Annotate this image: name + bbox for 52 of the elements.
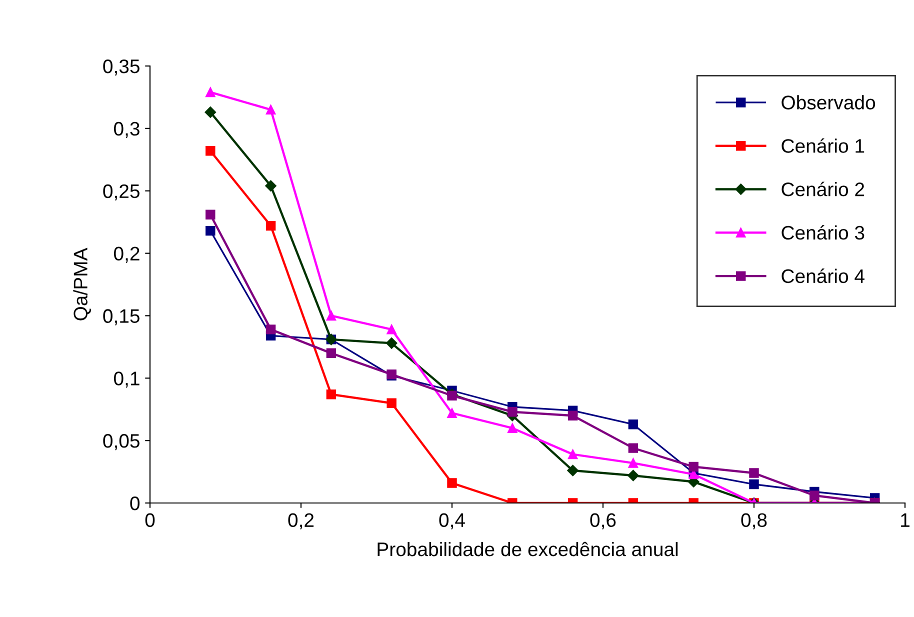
- point: [386, 398, 396, 408]
- point: [447, 408, 457, 418]
- y-axis-title: Qa/PMA: [73, 248, 91, 320]
- point: [326, 390, 336, 400]
- x-tick-label: 0,4: [439, 513, 465, 530]
- point: [628, 419, 638, 430]
- legend-label: Cenário 3: [782, 225, 864, 240]
- point: [568, 410, 578, 420]
- y-tick-label: 0,25: [103, 184, 140, 200]
- point: [567, 464, 578, 476]
- x-tick-label: 0,6: [590, 513, 616, 530]
- point: [386, 338, 398, 349]
- point: [688, 462, 698, 472]
- point: [206, 226, 216, 236]
- legend-label: Cenário 2: [782, 182, 864, 196]
- point: [204, 106, 216, 118]
- point: [266, 220, 276, 231]
- x-axis-title: Probabilidade de excedência anual: [378, 542, 678, 556]
- point: [266, 104, 276, 115]
- point: [749, 468, 759, 478]
- point: [266, 324, 276, 334]
- y-tick-label: 0,1: [114, 372, 140, 388]
- legend-label: Cenário 4: [782, 268, 864, 284]
- point: [265, 180, 276, 192]
- point: [447, 390, 457, 400]
- point: [568, 449, 578, 460]
- point: [326, 348, 336, 358]
- y-tick-label: 0,3: [114, 122, 140, 138]
- x-tick-label: 0,8: [741, 513, 767, 530]
- point: [628, 470, 639, 482]
- legend-label: Cenário 1: [782, 138, 864, 153]
- point: [508, 406, 518, 417]
- x-tick-label: 0,2: [288, 513, 314, 530]
- y-tick-label: 0,15: [103, 309, 140, 326]
- point: [810, 490, 820, 500]
- y-tick-label: 0,35: [103, 59, 140, 76]
- point: [386, 324, 396, 334]
- y-tick-label: 0,05: [103, 434, 140, 450]
- legend-label: Observado: [782, 95, 876, 110]
- x-tick-label: 1: [901, 513, 910, 527]
- x-tick-label: 0: [145, 513, 155, 528]
- y-tick-label: 0: [130, 496, 140, 510]
- point: [628, 443, 638, 453]
- point: [447, 478, 457, 488]
- point: [206, 87, 216, 98]
- y-tick-label: 0,2: [114, 246, 140, 263]
- point: [628, 458, 638, 468]
- point: [206, 210, 216, 220]
- point: [206, 146, 216, 156]
- point: [749, 479, 759, 490]
- point: [326, 310, 336, 321]
- point: [508, 423, 518, 433]
